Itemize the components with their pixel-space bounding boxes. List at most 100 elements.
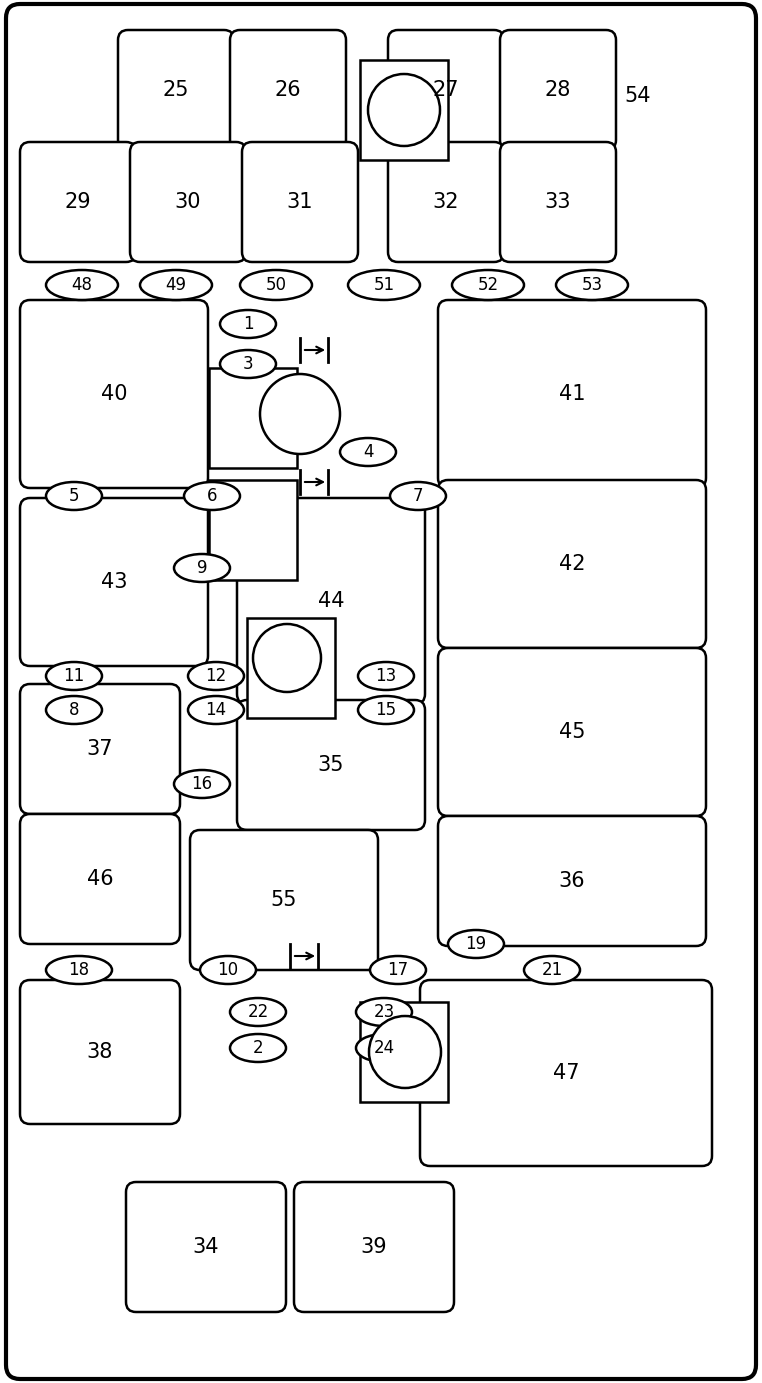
Text: 33: 33 <box>545 192 572 212</box>
Text: 27: 27 <box>433 80 459 100</box>
Circle shape <box>253 624 321 692</box>
Circle shape <box>368 75 440 147</box>
Text: 49: 49 <box>165 277 187 295</box>
Text: 48: 48 <box>72 277 92 295</box>
Text: 25: 25 <box>163 80 189 100</box>
Text: 6: 6 <box>207 487 217 505</box>
Text: 24: 24 <box>373 1039 395 1057</box>
Text: 34: 34 <box>193 1236 219 1257</box>
Text: 28: 28 <box>545 80 572 100</box>
Text: 13: 13 <box>376 667 397 685</box>
Text: 14: 14 <box>206 701 226 719</box>
Ellipse shape <box>46 696 102 723</box>
Text: 38: 38 <box>87 1041 114 1062</box>
FancyBboxPatch shape <box>242 142 358 261</box>
Text: 44: 44 <box>318 591 344 611</box>
Ellipse shape <box>370 956 426 983</box>
Ellipse shape <box>174 770 230 798</box>
Ellipse shape <box>358 662 414 690</box>
Bar <box>209 368 297 467</box>
Ellipse shape <box>448 929 504 958</box>
Bar <box>360 1003 448 1102</box>
Circle shape <box>260 373 340 454</box>
Text: 32: 32 <box>433 192 459 212</box>
Text: 1: 1 <box>242 315 253 333</box>
Text: 40: 40 <box>101 384 127 404</box>
Text: 2: 2 <box>253 1039 264 1057</box>
Ellipse shape <box>390 483 446 510</box>
Text: 3: 3 <box>242 355 253 373</box>
Ellipse shape <box>200 956 256 983</box>
Ellipse shape <box>230 999 286 1026</box>
Text: 29: 29 <box>65 192 91 212</box>
Text: 30: 30 <box>174 192 201 212</box>
Ellipse shape <box>230 1034 286 1062</box>
Text: 53: 53 <box>581 277 603 295</box>
Ellipse shape <box>356 999 412 1026</box>
FancyBboxPatch shape <box>20 498 208 667</box>
FancyBboxPatch shape <box>438 816 706 946</box>
Text: 8: 8 <box>69 701 79 719</box>
Ellipse shape <box>240 270 312 300</box>
Bar <box>247 618 335 718</box>
FancyBboxPatch shape <box>438 300 706 488</box>
Text: 23: 23 <box>373 1003 395 1021</box>
FancyBboxPatch shape <box>388 142 504 261</box>
FancyBboxPatch shape <box>6 4 756 1379</box>
Ellipse shape <box>220 310 276 337</box>
Text: 54: 54 <box>625 86 652 106</box>
FancyBboxPatch shape <box>118 30 234 149</box>
FancyBboxPatch shape <box>500 30 616 149</box>
FancyBboxPatch shape <box>230 30 346 149</box>
Ellipse shape <box>174 555 230 582</box>
Bar <box>209 480 297 579</box>
FancyBboxPatch shape <box>130 142 246 261</box>
FancyBboxPatch shape <box>438 480 706 649</box>
FancyBboxPatch shape <box>20 142 136 261</box>
FancyBboxPatch shape <box>126 1182 286 1312</box>
Ellipse shape <box>188 662 244 690</box>
FancyBboxPatch shape <box>20 815 180 945</box>
FancyBboxPatch shape <box>20 300 208 488</box>
Ellipse shape <box>524 956 580 983</box>
Bar <box>360 59 448 160</box>
Text: 42: 42 <box>559 555 585 574</box>
Ellipse shape <box>140 270 212 300</box>
Text: 47: 47 <box>552 1064 579 1083</box>
Text: 4: 4 <box>363 443 373 461</box>
Text: 26: 26 <box>274 80 301 100</box>
FancyBboxPatch shape <box>20 981 180 1124</box>
Text: 39: 39 <box>360 1236 387 1257</box>
Text: 19: 19 <box>466 935 487 953</box>
Ellipse shape <box>452 270 524 300</box>
Ellipse shape <box>358 696 414 723</box>
Text: 7: 7 <box>413 487 423 505</box>
Ellipse shape <box>46 270 118 300</box>
Text: 51: 51 <box>373 277 395 295</box>
FancyBboxPatch shape <box>294 1182 454 1312</box>
Text: 46: 46 <box>87 869 114 889</box>
Text: 22: 22 <box>248 1003 269 1021</box>
Text: 16: 16 <box>191 774 213 792</box>
Text: 5: 5 <box>69 487 79 505</box>
Circle shape <box>369 1017 441 1088</box>
Text: 15: 15 <box>376 701 396 719</box>
FancyBboxPatch shape <box>20 685 180 815</box>
Text: 41: 41 <box>559 384 585 404</box>
Text: 37: 37 <box>87 739 114 759</box>
Text: 12: 12 <box>206 667 226 685</box>
Text: 31: 31 <box>287 192 313 212</box>
FancyBboxPatch shape <box>420 981 712 1166</box>
Ellipse shape <box>184 483 240 510</box>
Ellipse shape <box>356 1034 412 1062</box>
Ellipse shape <box>348 270 420 300</box>
Text: 36: 36 <box>559 871 585 891</box>
Text: 55: 55 <box>271 891 297 910</box>
Ellipse shape <box>46 956 112 983</box>
Text: 18: 18 <box>69 961 90 979</box>
Text: 10: 10 <box>217 961 239 979</box>
FancyBboxPatch shape <box>388 30 504 149</box>
Text: 43: 43 <box>101 573 127 592</box>
Text: 21: 21 <box>541 961 562 979</box>
Text: 11: 11 <box>63 667 85 685</box>
